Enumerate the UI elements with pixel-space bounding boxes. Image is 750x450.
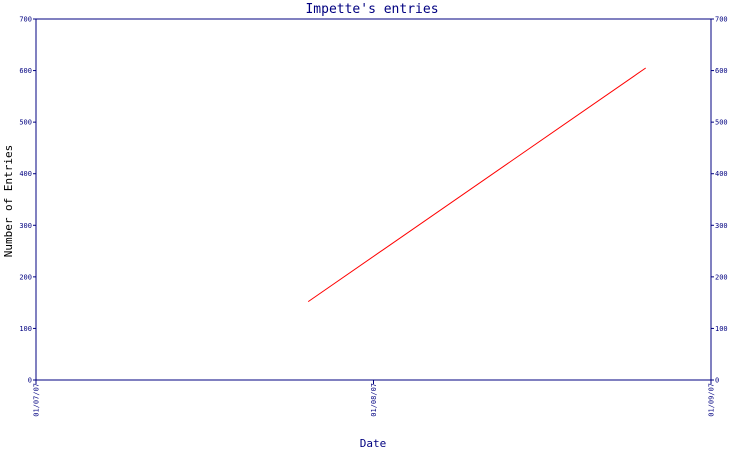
y-axis-label: Number of Entries (2, 145, 15, 258)
plot-area (35, 18, 712, 381)
y-tick-label-left: 500 (19, 119, 32, 127)
x-tick-label: 01/07/07 (33, 383, 41, 417)
y-tick-label-right: 500 (715, 119, 728, 127)
chart-title: Impette's entries (305, 2, 438, 17)
y-tick-label-left: 300 (19, 222, 32, 230)
x-ticks: 01/07/07 01/08/07 01/09/07 (33, 380, 716, 417)
y-tick-label-left: 200 (19, 273, 32, 281)
y-tick-label-right: 600 (715, 67, 728, 75)
y-tick-label-left: 100 (19, 325, 32, 333)
y-tick-label-right: 400 (715, 170, 728, 178)
x-tick-label: 01/09/07 (708, 383, 716, 417)
y-tick-label-right: 0 (715, 377, 719, 385)
series-layer (307, 67, 646, 303)
y-tick-label-left: 600 (19, 67, 32, 75)
y-tick-label-right: 200 (715, 273, 728, 281)
y-tick-label-right: 300 (715, 222, 728, 230)
y-tick-label-right: 700 (715, 16, 728, 24)
series-line (307, 67, 646, 303)
y-tick-label-left: 400 (19, 170, 32, 178)
y-ticks-left: 0 100 200 300 400 500 600 700 (19, 16, 36, 385)
y-tick-label-right: 100 (715, 325, 728, 333)
y-tick-label-left: 0 (28, 377, 32, 385)
x-axis-label: Date (360, 437, 387, 450)
y-ticks-right: 0 100 200 300 400 500 600 700 (711, 16, 728, 385)
x-tick-label: 01/08/07 (370, 383, 378, 417)
y-tick-label-left: 700 (19, 16, 32, 24)
